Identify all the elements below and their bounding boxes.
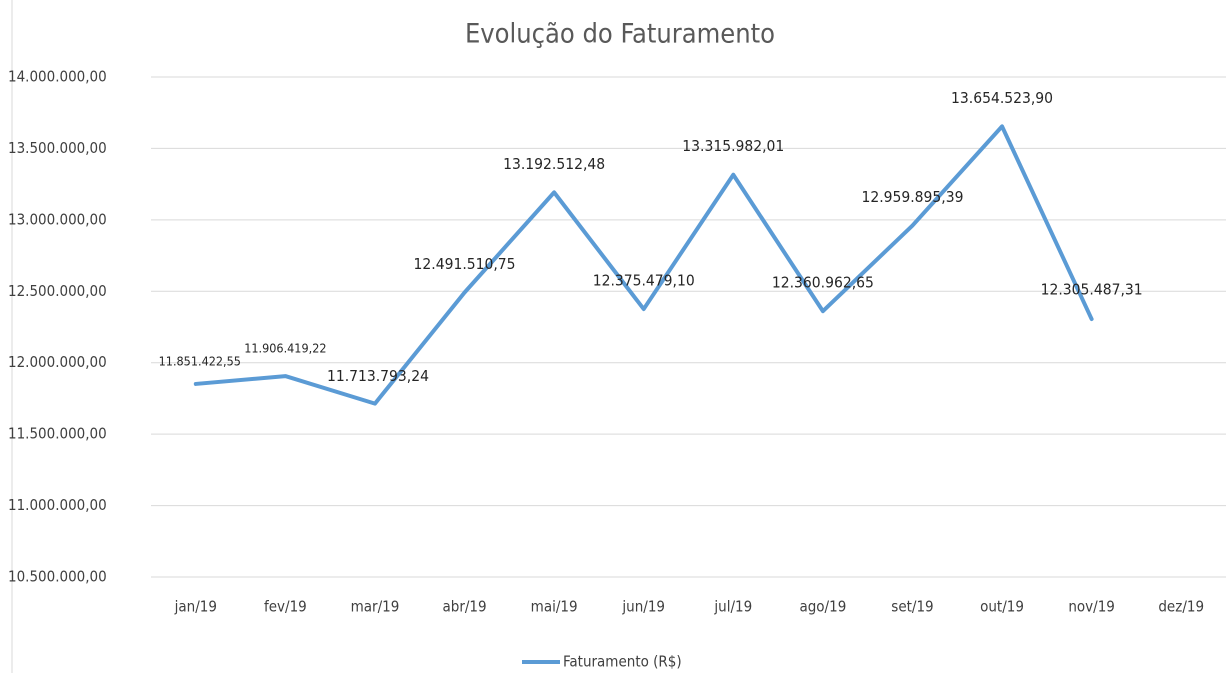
data-label: 13.192.512,48 — [503, 155, 605, 173]
data-label: 13.654.523,90 — [951, 89, 1053, 107]
data-label: 12.305.487,31 — [1041, 281, 1143, 299]
data-line — [193, 124, 1094, 406]
chart-title: Evolução do Faturamento — [465, 19, 775, 50]
x-tick-label: nov/19 — [1068, 598, 1115, 616]
y-tick-label: 14.000.000,00 — [8, 68, 107, 86]
data-label: 12.375.479,10 — [593, 272, 695, 290]
x-tick-label: dez/19 — [1158, 598, 1204, 616]
x-tick-label: jul/19 — [713, 598, 752, 616]
x-tick-label: ago/19 — [799, 598, 846, 616]
x-tick-label: set/19 — [891, 598, 933, 616]
y-tick-label: 10.500.000,00 — [8, 568, 107, 586]
data-label: 11.906.419,22 — [244, 341, 326, 356]
y-tick-label: 11.500.000,00 — [8, 425, 107, 443]
data-label: 11.713.793,24 — [327, 367, 429, 385]
x-tick-label: mai/19 — [531, 598, 578, 616]
x-tick-label: jun/19 — [621, 598, 665, 616]
data-label: 12.959.895,39 — [861, 188, 963, 206]
x-tick-label: out/19 — [980, 598, 1024, 616]
x-tick-label: jan/19 — [174, 598, 217, 616]
y-tick-label: 12.000.000,00 — [8, 353, 107, 371]
data-label: 12.360.962,65 — [772, 274, 874, 292]
y-tick-label: 13.500.000,00 — [8, 139, 107, 157]
legend-label: Faturamento (R$) — [563, 653, 682, 671]
y-tick-label: 11.000.000,00 — [8, 496, 107, 514]
x-tick-label: fev/19 — [264, 598, 307, 616]
x-tick-label: mar/19 — [351, 598, 400, 616]
data-label: 11.851.422,55 — [159, 353, 241, 368]
y-tick-label: 13.000.000,00 — [8, 210, 107, 228]
y-tick-label: 12.500.000,00 — [8, 282, 107, 300]
data-label: 13.315.982,01 — [682, 137, 784, 155]
x-tick-label: abr/19 — [442, 598, 486, 616]
data-label: 12.491.510,75 — [414, 255, 516, 273]
